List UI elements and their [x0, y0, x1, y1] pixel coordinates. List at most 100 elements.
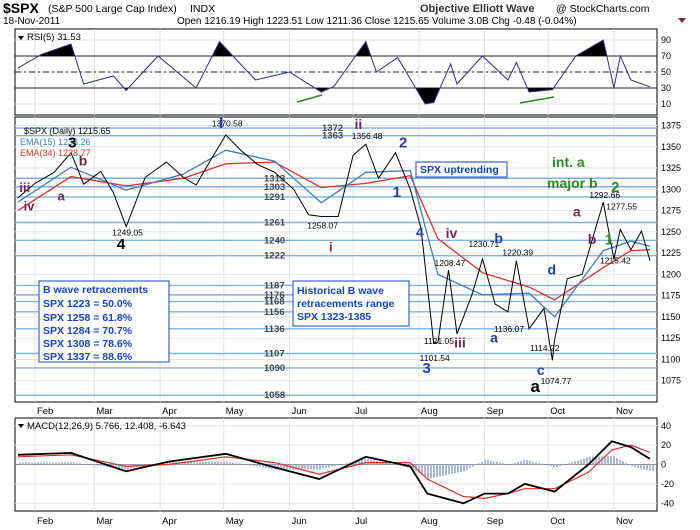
macd-histogram-bar — [562, 464, 564, 466]
macd-histogram-bar — [229, 462, 231, 465]
price-value-label: 1114.22 — [530, 343, 560, 353]
wave-label: a — [490, 329, 498, 345]
macd-histogram-bar — [283, 464, 285, 470]
level-label: 1372 — [322, 123, 343, 134]
price-tick: 1200 — [661, 269, 681, 279]
macd-histogram-bar — [43, 462, 45, 465]
macd-histogram-bar — [184, 461, 186, 465]
wave-label: b — [588, 231, 597, 247]
macd-tick: 20 — [661, 440, 671, 450]
rsi-trendline — [296, 94, 323, 103]
macd-histogram-bar — [445, 464, 447, 476]
macd-histogram-bar — [466, 464, 468, 470]
chart-name: (S&P 500 Large Cap Index) — [48, 3, 177, 15]
macd-histogram-bar — [511, 463, 513, 465]
macd-histogram-bar — [265, 464, 267, 468]
level-label: 1156 — [264, 307, 285, 318]
month-label: Apr — [162, 406, 177, 417]
macd-histogram-bar — [496, 462, 498, 465]
wave-label: I — [219, 113, 224, 132]
macd-histogram-bar — [235, 463, 237, 465]
price-value-label: 1136.07 — [494, 324, 524, 334]
macd-histogram-bar — [397, 464, 399, 466]
price-value-label: 1249.05 — [112, 227, 143, 237]
macd-histogram-bar — [40, 462, 42, 465]
macd-histogram-bar — [478, 463, 480, 465]
month-axis: Feb Mar Apr May Jun Jul Aug Sep Oct Nov — [37, 516, 633, 527]
wave-label: iv — [24, 199, 36, 214]
price-tick: 1225 — [661, 248, 681, 258]
macd-histogram-bar — [604, 456, 606, 465]
macd-histogram-bar — [502, 463, 504, 465]
rsi-tick: 10 — [661, 99, 671, 109]
macd-histogram-bar — [115, 464, 117, 468]
month-label: May — [226, 516, 244, 527]
wave-label: 1 — [393, 184, 401, 201]
macd-axis: 40 20 0 -20 -40 — [661, 421, 674, 509]
month-label: Nov — [616, 406, 633, 417]
month-label: May — [226, 406, 244, 417]
macd-histogram-bar — [316, 464, 318, 470]
macd-histogram-bar — [343, 463, 345, 465]
macd-histogram-bar — [49, 462, 51, 465]
macd-histogram-bar — [586, 457, 588, 465]
major-b-label: major b — [547, 175, 598, 191]
macd-histogram-bar — [91, 464, 93, 466]
price-value-labels: 1370.58 1356.48 1249.05 1258.07 1208.471230.… — [112, 118, 637, 386]
macd-histogram-bar — [433, 464, 435, 478]
wave-label: iii — [454, 335, 466, 351]
macd-line — [17, 440, 651, 505]
month-label: Apr — [162, 516, 177, 527]
macd-tick: 0 — [661, 460, 666, 470]
macd-legend: MACD(12,26,9) 5.766, 12.408, -6.643 — [18, 421, 186, 432]
price-value-label: 1215.42 — [600, 255, 631, 265]
macd-histogram-bar — [610, 455, 612, 465]
wave-label: 3 — [422, 360, 430, 377]
price-value-label: 1277.55 — [606, 202, 637, 212]
price-value-label: 1356.48 — [352, 131, 383, 141]
macd-histogram-bar — [577, 460, 579, 465]
level-label: 1176 — [264, 290, 285, 301]
month-label: Jul — [355, 516, 367, 527]
macd-histogram-bar — [97, 464, 99, 466]
price-tick: 1075 — [661, 376, 681, 386]
macd-histogram-bar — [100, 464, 102, 467]
macd-histogram-bar — [82, 463, 84, 465]
macd-histogram-bar — [217, 461, 219, 465]
macd-histogram-bar — [595, 456, 597, 465]
macd-histogram-bar — [382, 462, 384, 465]
macd-histogram-bar — [238, 463, 240, 465]
macd-histogram-bar — [205, 461, 207, 465]
macd-legend-icon — [18, 424, 24, 428]
macd-histogram-bar — [232, 462, 234, 465]
int-a-label: int. a — [552, 154, 585, 170]
macd-histogram-bar — [76, 463, 78, 465]
macd-histogram-bar — [643, 464, 645, 470]
rsi-legend: RSI(5) 31.53 — [18, 32, 81, 43]
macd-histogram-bar — [259, 464, 261, 467]
level-label: 1363 — [322, 131, 343, 142]
price-value-label: 1101.54 — [420, 353, 450, 363]
macd-tick: -40 — [661, 498, 674, 508]
macd-histogram-bar — [460, 464, 462, 473]
macd-histogram-bar — [385, 462, 387, 465]
macd-histogram-bar — [649, 464, 651, 471]
macd-histogram-bar — [493, 461, 495, 465]
level-label: 1313 — [264, 173, 285, 184]
macd-histogram-bar — [601, 456, 603, 465]
macd-histogram-bar — [322, 464, 324, 469]
macd-histogram-bar — [619, 459, 621, 465]
macd-histogram-bar — [550, 464, 552, 467]
price-value-label: 1258.07 — [307, 220, 338, 230]
macd-histogram-bar — [556, 464, 558, 467]
macd-histogram-bar — [124, 464, 126, 470]
b-wave-line: SPX 1284 = 70.7% — [43, 325, 133, 337]
macd-histogram-bar — [94, 464, 96, 466]
macd-histogram-bar — [553, 464, 555, 467]
level-label: 1107 — [264, 349, 285, 360]
macd-histogram-bar — [607, 455, 609, 465]
month-label: Oct — [550, 516, 565, 527]
macd-histogram-bar — [199, 461, 201, 465]
macd-histogram-bar — [541, 463, 543, 465]
level-label: 1240 — [264, 235, 285, 246]
